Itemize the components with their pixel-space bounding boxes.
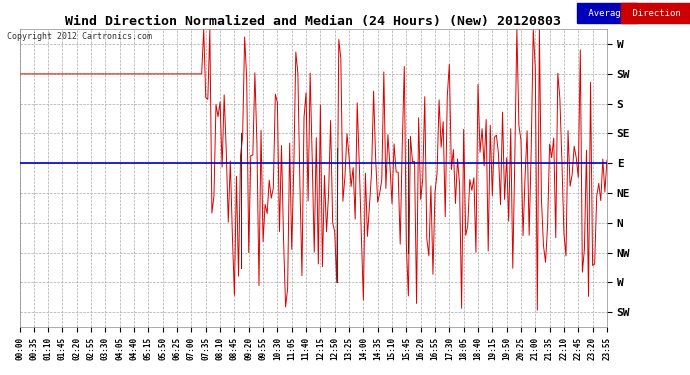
Text: Direction: Direction [627, 9, 686, 18]
Text: Copyright 2012 Cartronics.com: Copyright 2012 Cartronics.com [7, 32, 152, 41]
Title: Wind Direction Normalized and Median (24 Hours) (New) 20120803: Wind Direction Normalized and Median (24… [66, 15, 561, 28]
Text: Average: Average [583, 9, 631, 18]
